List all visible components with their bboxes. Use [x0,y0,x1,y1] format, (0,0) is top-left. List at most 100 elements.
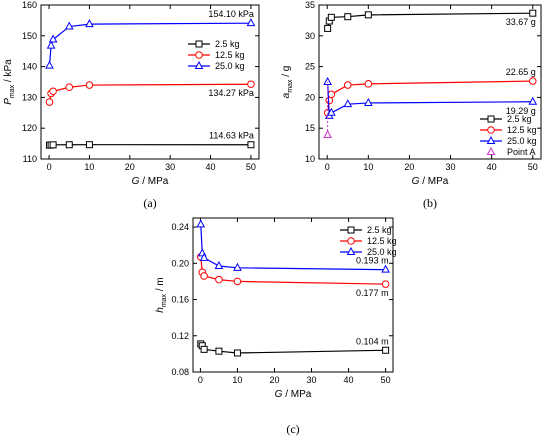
y-axis-label: Pmax / kPa [3,59,16,105]
y-axis-label: hmax / m [155,277,168,312]
y-tick-label: 0.16 [171,295,189,305]
x-tick-label: 30 [165,162,175,172]
plot-frame [40,4,260,160]
data-point [199,252,209,261]
legend-marker [486,146,496,155]
data-point [246,18,256,27]
legend-label: Point A [507,147,536,157]
value-annotation: 22.65 g [506,67,536,77]
panel-label: (b) [423,196,437,210]
value-annotation: 19.29 g [506,106,536,116]
legend-label: 12.5 kg [367,236,397,246]
value-annotation: 114.63 kPa [209,131,254,141]
data-point [196,219,206,228]
panel-label: (a) [143,196,156,210]
data-point [46,40,56,49]
y-tick-label: 110 [23,154,37,164]
data-point [85,19,94,28]
legend-marker [486,135,496,144]
data-point [364,80,373,88]
x-tick-label: 0 [198,375,203,385]
legend-marker [347,237,355,245]
y-tick-label: 15 [305,123,315,133]
y-tick-label: 150 [22,31,37,41]
data-point [49,141,57,149]
y-tick-label: 20 [305,92,315,102]
chart-panel-2: 0 10 20 30 40 50 10 15 20 25 30 35 G / MPa amax / g 33… [281,0,542,210]
data-point [65,141,73,149]
x-tick-label: 10 [232,375,242,385]
data-point [344,13,352,21]
data-point [85,81,94,89]
legend-marker [347,226,355,234]
plot-frame [318,4,542,160]
legend-label: 2.5 kg [507,114,532,124]
data-point [48,34,58,43]
y-tick-label: 25 [305,62,315,72]
value-annotation: 134.27 kPa [208,88,254,98]
data-point [233,277,242,286]
y-tick-label: 0.08 [171,367,189,377]
legend-label: 12.5 kg [215,50,245,60]
data-point [382,346,390,354]
legend-label: 25.0 kg [215,61,245,71]
legend-label: 25.0 kg [367,247,397,257]
x-tick-label: 10 [84,162,94,172]
legend-label: 12.5 kg [507,125,537,135]
x-tick-label: 20 [269,375,279,385]
y-tick-label: 35 [305,0,315,10]
data-point [215,275,223,284]
data-point [200,272,208,280]
y-tick-label: 0.20 [171,258,189,268]
data-point [233,262,242,271]
value-annotation: 0.104 m [356,336,389,346]
x-axis-label: G / MPa [412,176,449,187]
value-annotation: 33.67 g [506,17,536,27]
data-point [45,60,54,69]
data-point [326,107,336,116]
legend-marker [487,126,495,134]
data-point [247,141,255,149]
panel-label: (c) [286,422,299,436]
y-tick-label: 10 [305,154,315,164]
data-point [343,81,352,89]
data-point [323,76,332,85]
y-tick-label: 160 [22,0,37,10]
x-tick-label: 40 [487,162,497,172]
data-point [363,97,373,106]
data-point [65,83,74,92]
x-tick-label: 0 [325,162,330,172]
x-axis-label: G / MPa [132,176,169,187]
data-point [233,349,241,357]
y-tick-label: 30 [305,31,315,41]
y-tick-label: 0.24 [171,222,189,232]
data-point [364,11,372,19]
data-point [381,280,390,288]
data-point [215,347,223,355]
x-tick-label: 20 [125,162,135,172]
data-point [529,9,537,17]
x-tick-label: 50 [528,162,538,172]
value-annotation: 154.10 kPa [208,9,254,19]
chart-panel-1: 0 10 20 30 40 50 110 120 130 140 150 160 G / MPa Pmax… [3,0,260,210]
chart-panel-3: 0 10 20 30 40 50 0.08 0.12 0.16 0.20 0.24 G / MPa hm… [155,217,397,436]
x-tick-label: 40 [344,375,354,385]
data-point [45,98,54,106]
x-tick-label: 50 [246,162,256,172]
value-annotation: 0.177 m [356,288,389,298]
y-tick-label: 120 [22,123,37,133]
data-point [49,87,57,96]
series-line [327,12,533,29]
y-tick-label: 140 [22,62,37,72]
data-point [325,96,334,105]
y-tick-label: 0.12 [171,331,189,341]
data-point [327,90,336,99]
legend-label: 2.5 kg [215,39,240,49]
plot-frame [192,217,394,373]
data-point [200,345,208,353]
series-line [48,22,251,66]
x-tick-label: 30 [446,162,456,172]
y-axis-label: amax / g [281,66,294,99]
data-point [214,260,224,270]
